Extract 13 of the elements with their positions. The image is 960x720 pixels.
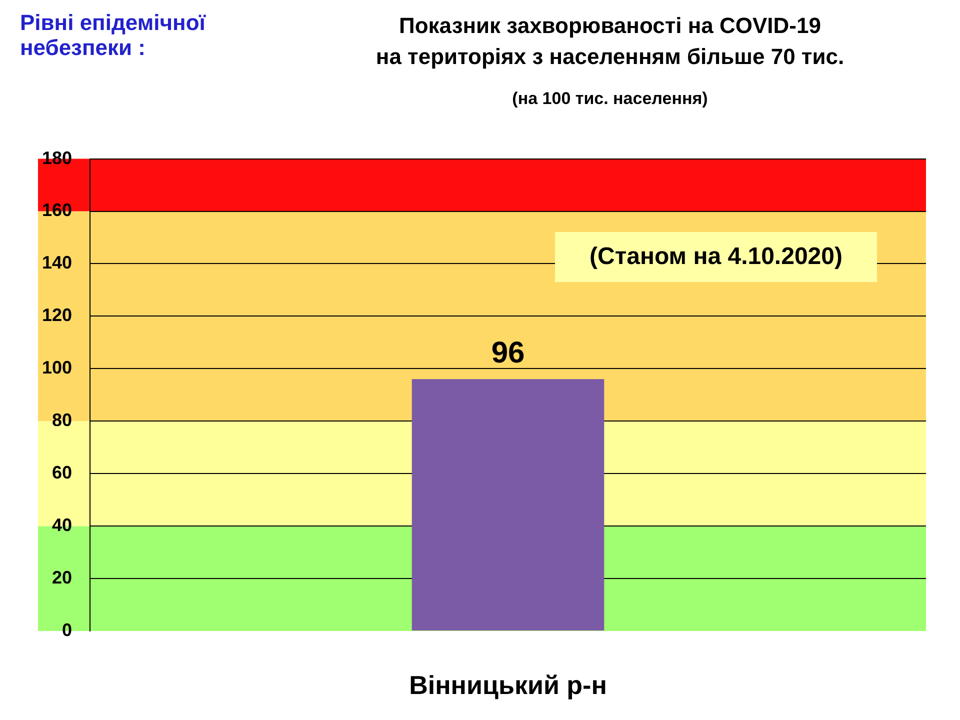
x-tick-label: Вінницький р-н	[409, 670, 607, 700]
y-tick-label: 40	[52, 515, 72, 536]
y-tick-label: 120	[42, 305, 72, 326]
chart-title: Показник захворюваності на COVID-19 на територіях з населенням більше 70 тис.	[374, 12, 846, 71]
chart-subtitle: (на 100 тис. населення)	[511, 88, 709, 110]
y-tick-label: 60	[52, 462, 72, 483]
text: Рівні епідемічної небезпеки :	[20, 10, 207, 60]
y-tick-label: 140	[42, 252, 72, 273]
data-label: 96	[491, 336, 525, 370]
y-tick-label: 80	[52, 410, 72, 430]
y-tick-label: 100	[42, 358, 72, 378]
annotation: (Станом на 4.10.2020)	[555, 232, 877, 282]
y-tick-label: 20	[52, 568, 72, 588]
